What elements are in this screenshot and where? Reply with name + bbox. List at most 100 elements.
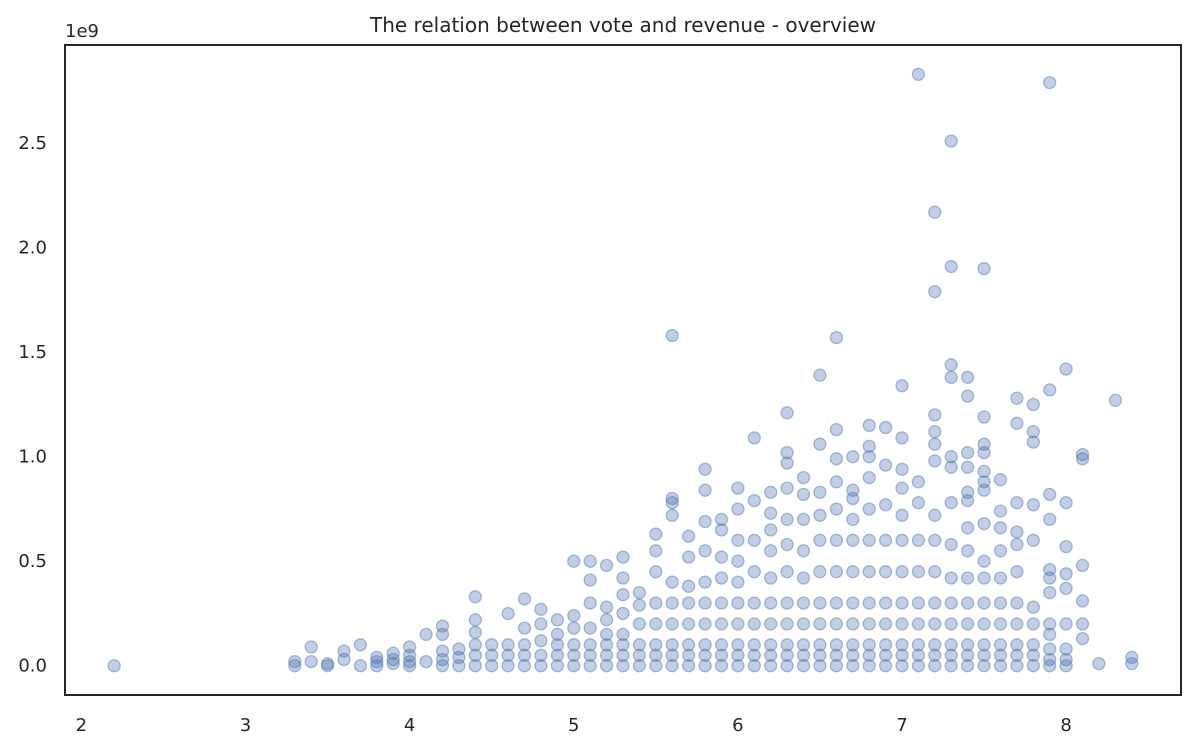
data-point xyxy=(813,617,827,631)
data-point xyxy=(1043,562,1057,577)
data-point xyxy=(878,648,893,662)
data-point xyxy=(616,571,630,585)
data-point xyxy=(796,470,811,485)
data-point xyxy=(649,638,663,652)
data-point xyxy=(747,431,761,445)
data-point xyxy=(977,516,991,531)
data-point xyxy=(764,617,778,631)
data-point xyxy=(1059,642,1073,656)
data-point xyxy=(1026,617,1040,631)
data-point xyxy=(911,496,926,510)
data-point xyxy=(1075,617,1090,631)
data-point xyxy=(485,638,499,652)
data-point xyxy=(1026,435,1040,449)
data-point xyxy=(370,659,384,673)
data-point xyxy=(944,648,958,662)
x-tick-label: 2 xyxy=(76,715,87,736)
data-point xyxy=(895,565,909,579)
data-point xyxy=(829,617,844,631)
data-point xyxy=(681,579,696,593)
data-point xyxy=(928,425,942,439)
data-point xyxy=(616,550,630,564)
data-point xyxy=(977,464,991,479)
data-point xyxy=(1010,496,1024,510)
data-point xyxy=(993,617,1008,631)
data-point xyxy=(681,617,696,631)
data-point xyxy=(747,638,761,652)
data-point xyxy=(1043,487,1057,502)
data-point xyxy=(944,638,958,652)
y-axis-ticks: 0.0 0.5 1.0 1.5 2.0 2.5 xyxy=(18,133,47,677)
data-point xyxy=(944,370,958,384)
data-point xyxy=(616,648,630,662)
data-point xyxy=(550,659,565,673)
data-point xyxy=(780,659,794,673)
data-point xyxy=(452,650,466,665)
data-point xyxy=(944,596,958,610)
data-point xyxy=(402,640,417,654)
data-point xyxy=(583,648,597,662)
data-point xyxy=(993,473,1008,487)
data-point xyxy=(764,659,778,673)
data-point xyxy=(993,544,1008,558)
data-point xyxy=(846,638,860,652)
data-point xyxy=(960,460,975,474)
data-point xyxy=(829,475,844,489)
data-point xyxy=(993,659,1008,673)
data-point xyxy=(1010,659,1024,673)
data-point xyxy=(698,648,712,662)
data-point xyxy=(681,550,696,564)
data-point xyxy=(468,613,482,627)
data-point xyxy=(796,638,811,652)
data-point xyxy=(928,508,942,522)
data-point xyxy=(386,656,400,671)
y-tick-label: 0.0 xyxy=(18,656,47,677)
data-point xyxy=(714,596,729,610)
data-point xyxy=(993,521,1008,535)
data-point xyxy=(714,659,729,673)
data-point xyxy=(977,596,991,610)
data-point xyxy=(665,596,679,610)
data-point xyxy=(1043,585,1057,600)
data-point xyxy=(878,638,893,652)
data-point xyxy=(944,134,958,148)
data-point xyxy=(370,654,384,669)
data-point xyxy=(747,493,761,508)
data-point xyxy=(1010,638,1024,652)
data-point xyxy=(780,565,794,579)
data-point xyxy=(846,596,860,610)
y-tick-label: 0.5 xyxy=(18,551,47,572)
data-point xyxy=(550,613,565,627)
data-point xyxy=(764,571,778,585)
data-point xyxy=(567,621,581,635)
data-point xyxy=(911,475,926,489)
data-point xyxy=(829,638,844,652)
data-point xyxy=(846,450,860,464)
y-tick-label: 2.0 xyxy=(18,238,47,259)
data-point xyxy=(796,544,811,558)
data-point xyxy=(485,648,499,662)
data-point xyxy=(796,596,811,610)
data-point xyxy=(878,458,893,472)
data-point xyxy=(960,485,975,499)
data-point xyxy=(960,370,975,384)
data-point xyxy=(665,659,679,673)
data-point xyxy=(485,659,499,673)
data-point xyxy=(632,638,647,652)
data-points xyxy=(107,67,1139,673)
data-point xyxy=(435,659,450,673)
data-point xyxy=(1059,362,1073,376)
data-point xyxy=(960,596,975,610)
data-point xyxy=(846,483,860,497)
data-point xyxy=(320,659,335,673)
data-point xyxy=(1026,397,1040,412)
data-point xyxy=(1010,537,1024,552)
y-tick-label: 1.0 xyxy=(18,447,47,468)
data-point xyxy=(764,596,778,610)
data-point xyxy=(977,261,991,276)
data-point xyxy=(928,205,942,219)
data-point xyxy=(846,659,860,673)
data-point xyxy=(862,638,876,652)
data-point xyxy=(616,638,630,652)
data-point xyxy=(1075,452,1090,466)
